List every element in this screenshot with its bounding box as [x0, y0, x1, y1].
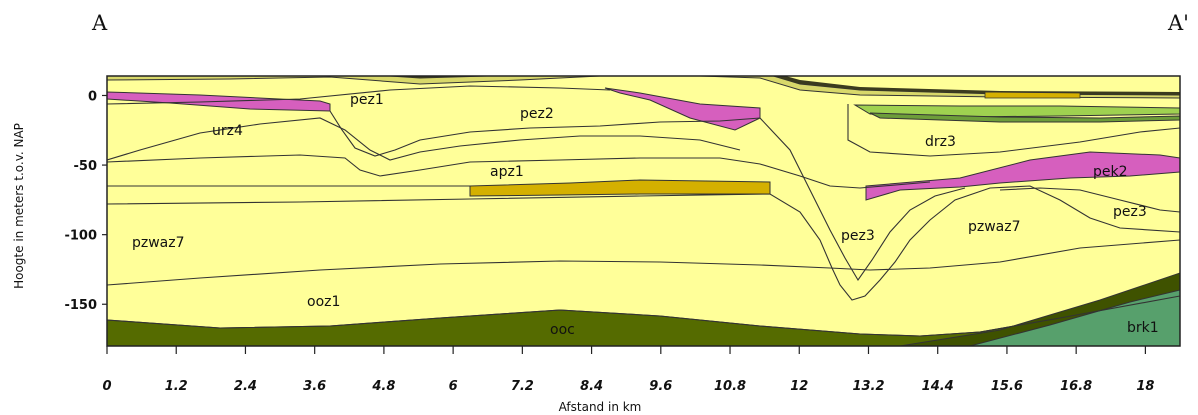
y-tick-label: 0: [88, 89, 97, 104]
x-tick-label: 14.4: [922, 379, 954, 394]
x-tick-label: 12: [790, 379, 808, 394]
x-axis: 0 1.2 2.4 3.6 4.8 6 7.2 8.4 9.6 10.8 12 13.2 14.4 15.…: [102, 346, 1154, 394]
plot-frame: [106, 75, 1181, 347]
x-tick-label: 7.2: [511, 379, 534, 394]
unit-label-pzwaz7-right: pzwaz7: [968, 219, 1021, 235]
x-tick-label: 6: [449, 379, 458, 394]
boundary-drz3-base: [847, 104, 1180, 157]
y-tick-label: -50: [74, 159, 98, 174]
y-axis-label: Hoogte in meters t.o.v. NAP: [12, 123, 26, 289]
layers: [107, 68, 1180, 346]
x-tick-label: 18: [1136, 379, 1154, 394]
unit-label-apz1: apz1: [490, 164, 524, 180]
unit-label-pek2: pek2: [1093, 164, 1128, 180]
x-tick-label: 16.8: [1060, 379, 1092, 394]
boundary-urz4-top: [107, 117, 741, 161]
unit-label-pez2: pez2: [520, 106, 554, 122]
unit-label-drz3: drz3: [925, 134, 956, 150]
unit-label-pez1: pez1: [350, 92, 384, 108]
boundary-ooz1-top: [107, 239, 1180, 286]
unit-label-brk1: brk1: [1127, 320, 1159, 336]
pink-lens-center: [604, 87, 761, 131]
boundary-pez1: [329, 110, 761, 157]
x-tick-label: 8.4: [580, 379, 603, 394]
y-tick-label: -100: [64, 229, 97, 244]
boundary-pzwaz7-top: [107, 185, 1180, 301]
x-tick-label: 9.6: [649, 379, 672, 394]
unit-label-pez3-center: pez3: [841, 228, 875, 244]
x-tick-label: 4.8: [371, 379, 395, 394]
x-tick-label: 10.8: [714, 379, 746, 394]
green-lens-lower: [869, 112, 1180, 123]
x-tick-label: 3.6: [303, 379, 326, 394]
boundary-pez2-top: [107, 85, 611, 105]
x-tick-label: 0: [102, 379, 111, 394]
boundary-ooz1-base: [107, 295, 1180, 337]
x-axis-label: Afstand in km: [559, 400, 642, 414]
ochre-lens-small: [984, 91, 1081, 99]
boundary-pez3-channel: [759, 117, 966, 282]
surface-dark-strip: [107, 76, 1180, 95]
boundary-urz4-base: [107, 154, 931, 189]
profile-start-label: A: [91, 11, 108, 35]
unit-label-ooz1: ooz1: [307, 294, 340, 310]
orange-lens-right: [655, 68, 710, 76]
profile-end-label: A': [1167, 11, 1189, 35]
y-tick-label: -150: [64, 298, 97, 313]
unit-label-pez3-right: pez3: [1113, 204, 1147, 220]
x-tick-label: 2.4: [234, 379, 257, 394]
surface-band: [107, 76, 1180, 99]
unit-label-urz4: urz4: [212, 123, 243, 139]
x-tick-label: 15.6: [991, 379, 1023, 394]
unit-label-ooc: ooc: [550, 322, 575, 338]
unit-label-pzwaz7-left: pzwaz7: [132, 235, 185, 251]
x-tick-label: 1.2: [165, 379, 188, 394]
y-axis: 0 -50 -100 -150: [64, 89, 107, 313]
orange-lens-left: [250, 70, 300, 75]
boundary-pez3-right: [999, 187, 1180, 213]
x-tick-label: 13.2: [852, 379, 884, 394]
pink-lens-right: [865, 151, 1180, 201]
brk1-layer: [969, 289, 1180, 346]
